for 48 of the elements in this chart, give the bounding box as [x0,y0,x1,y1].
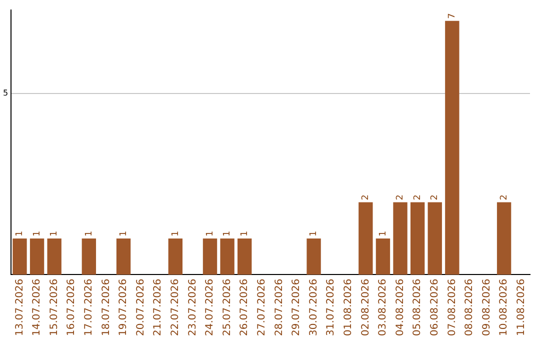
x-tick-label: 27.07.2026 [256,278,268,336]
x-tick-label: 08.08.2026 [464,278,476,336]
data-label: 2 [396,194,406,200]
data-label: 1 [15,230,26,236]
data-label: 1 [118,230,129,236]
x-tick-label: 11.08.2026 [516,278,527,336]
x-tick-label: 31.07.2026 [326,278,337,336]
x-tick-label: 29.07.2026 [291,278,302,336]
x-tick-label: 22.07.2026 [170,278,182,336]
data-label: 2 [412,194,423,200]
data-label: 1 [84,230,94,236]
x-tick-label: 14.07.2026 [32,278,43,336]
data-label: 1 [50,230,60,236]
x-tick-label: 05.08.2026 [412,278,424,336]
data-label: 1 [205,230,216,236]
x-tick-label: 21.07.2026 [152,278,164,336]
x-tick-label: 01.08.2026 [342,278,354,336]
data-label: 7 [448,13,458,19]
x-tick-label: 13.07.2026 [14,278,26,336]
x-tick-label: 20.07.2026 [135,278,146,336]
x-tick-label: 18.07.2026 [100,278,112,336]
x-tick-label: 04.08.2026 [394,278,406,336]
x-tick-label: 07.08.2026 [446,278,458,336]
x-tick-label: 23.07.2026 [187,278,198,336]
x-tick-label: 26.07.2026 [239,278,250,336]
x-tick-label: 16.07.2026 [66,278,78,336]
x-tick-label: 10.08.2026 [498,278,510,336]
x-tick-label: 03.08.2026 [378,278,389,336]
x-tick-label: 30.07.2026 [308,278,320,336]
x-tick-label: 17.07.2026 [84,278,95,336]
x-tick-label: 09.08.2026 [481,278,492,336]
data-label: 2 [499,194,510,200]
data-label: 1 [32,230,42,236]
data-label: 1 [170,230,181,236]
x-tick-label: 24.07.2026 [204,278,216,336]
data-label: 1 [240,230,250,236]
x-tick-label: 25.07.2026 [222,278,233,336]
x-tick-label: 06.08.2026 [429,278,440,336]
x-tick-label: 15.07.2026 [48,278,60,336]
data-label: 1 [378,230,388,236]
x-tick-label: 02.08.2026 [360,278,372,336]
data-label: 2 [430,194,440,200]
x-tick-label: 28.07.2026 [274,278,285,336]
data-label: 1 [309,230,320,236]
data-label: 1 [222,230,233,236]
y-tick-label: 5 [2,88,8,98]
x-tick-label: 19.07.2026 [118,278,130,336]
data-label: 2 [361,194,372,200]
